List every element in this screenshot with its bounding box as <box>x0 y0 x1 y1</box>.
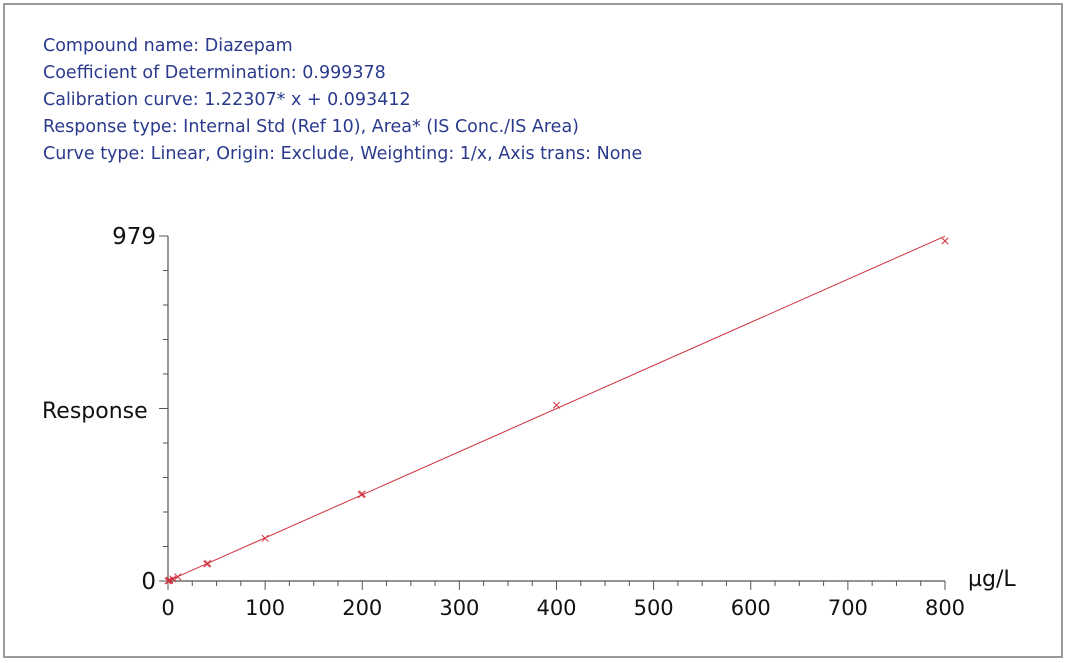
y-tick-label: 0 <box>141 569 156 595</box>
chart-frame <box>3 3 1063 658</box>
x-tick-label: 800 <box>925 596 965 620</box>
data-point <box>174 573 182 581</box>
axis-ticks <box>159 235 946 590</box>
response-type: Response type: Internal Std (Ref 10), Ar… <box>43 117 579 137</box>
data-point <box>169 575 177 583</box>
x-tick-label: 0 <box>161 596 174 620</box>
curve-type: Curve type: Linear, Origin: Exclude, Wei… <box>43 144 643 164</box>
x-tick-label: 200 <box>342 596 382 620</box>
x-tick-label: 500 <box>634 596 674 620</box>
x-tick-label: 300 <box>439 596 479 620</box>
compound-name: Compound name: Diazepam <box>43 36 293 56</box>
x-tick-label: 400 <box>536 596 576 620</box>
compound-info: Compound name: Diazepam Coefficient of D… <box>43 33 642 168</box>
data-point <box>204 559 212 567</box>
fit-line <box>167 235 946 582</box>
coefficient-of-determination: Coefficient of Determination: 0.999378 <box>43 63 386 83</box>
x-tick-label: 700 <box>828 596 868 620</box>
data-point <box>552 401 561 409</box>
x-tick-label: 100 <box>245 596 285 620</box>
data-point <box>941 237 949 245</box>
x-axis-unit: µg/L <box>968 567 1016 592</box>
data-point <box>358 490 366 498</box>
data-point <box>261 534 269 542</box>
tick-labels: 0 100 200 300 400 500 600 700 800 0 979 <box>112 224 965 620</box>
y-tick-label: 979 <box>112 224 156 250</box>
x-tick-label: 600 <box>731 596 771 620</box>
y-axis-label: Response <box>42 399 148 424</box>
calibration-curve: Calibration curve: 1.22307* x + 0.093412 <box>43 90 411 110</box>
data-points <box>164 237 949 585</box>
